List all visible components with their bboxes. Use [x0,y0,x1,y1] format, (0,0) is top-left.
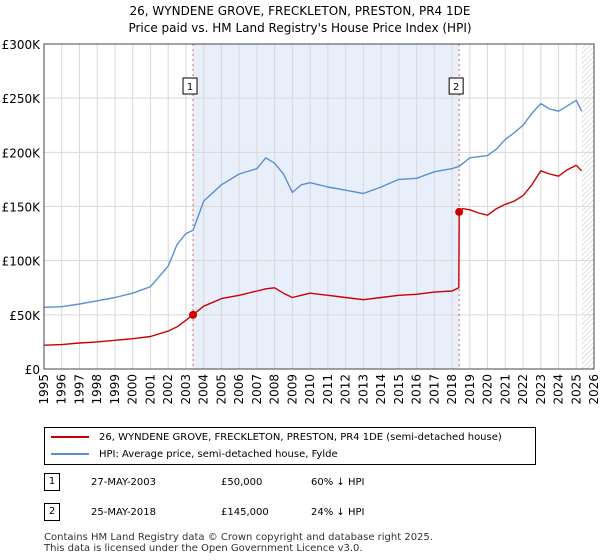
x-tick-label: 2013 [356,374,370,405]
y-tick-label: £0 [25,363,40,377]
x-tick-label: 2019 [463,374,477,405]
footer-copyright: Contains HM Land Registry data © Crown c… [44,532,433,543]
x-tick-label: 1998 [90,374,104,405]
sale-marker-box [182,77,198,95]
x-tick-label: 2012 [339,374,353,405]
legend-label-hpi: HPI: Average price, semi-detached house,… [99,449,338,460]
x-tick-label: 2017 [427,374,441,405]
x-tick-label: 1995 [37,374,51,405]
x-tick-label: 2007 [250,374,264,405]
y-tick-label: £100K [2,255,42,269]
x-tick-label: 2002 [161,374,175,405]
x-tick-label: 2018 [445,374,459,405]
x-tick-label: 2010 [303,374,317,405]
legend: 26, WYNDENE GROVE, FRECKLETON, PRESTON, … [44,427,536,465]
transaction-date: 27-MAY-2003 [91,477,157,488]
transaction-number-badge: 2 [44,503,60,521]
x-tick-label: 2003 [179,374,193,405]
x-tick-label: 2004 [197,374,211,405]
x-tick-label: 2009 [285,374,299,405]
sale-marker-label: 2 [453,82,459,93]
x-tick-label: 1997 [72,374,86,405]
legend-label-property: 26, WYNDENE GROVE, FRECKLETON, PRESTON, … [99,432,502,443]
x-tick-label: 2026 [587,374,600,405]
sale-point [189,310,198,319]
hpi-line [43,99,583,308]
x-tick-label: 2022 [516,374,530,405]
chart-title: 26, WYNDENE GROVE, FRECKLETON, PRESTON, … [129,4,471,18]
property-price-line [43,164,583,346]
y-tick-label: £250K [2,92,42,106]
x-tick-label: 1999 [108,374,122,405]
transaction-row: 1 27-MAY-2003 £50,000 60% ↓ HPI [40,473,560,493]
sale-point [455,207,464,216]
x-tick-label: 2024 [552,374,566,405]
plot-frame [43,43,595,370]
x-tick-label: 2006 [232,374,246,405]
y-tick-label: £50K [9,309,41,323]
legend-swatch-hpi [51,453,89,455]
transaction-hpi-diff: 24% ↓ HPI [311,507,365,518]
transaction-hpi-diff: 60% ↓ HPI [311,477,365,488]
legend-item-hpi: HPI: Average price, semi-detached house,… [51,447,338,463]
chart-subtitle: Price paid vs. HM Land Registry's House … [128,21,472,35]
x-tick-label: 2021 [498,374,512,405]
x-tick-label: 2001 [143,374,157,405]
x-tick-label: 2025 [569,374,583,405]
y-tick-label: £150K [2,201,42,215]
sale-marker-box [448,77,464,95]
x-tick-label: 2023 [534,374,548,405]
y-tick-label: £200K [2,146,42,160]
x-tick-label: 1996 [55,374,69,405]
x-tick-label: 2008 [268,374,282,405]
transaction-price: £50,000 [221,477,263,488]
x-tick-label: 2011 [321,374,335,405]
x-tick-label: 2016 [410,374,424,405]
sale-marker-label: 1 [187,82,193,93]
x-tick-label: 2000 [126,374,140,405]
transaction-row: 2 25-MAY-2018 £145,000 24% ↓ HPI [40,503,560,523]
transaction-date: 25-MAY-2018 [91,507,157,518]
footer-licence: This data is licensed under the Open Gov… [44,543,363,554]
legend-swatch-property [51,436,89,438]
transaction-price: £145,000 [221,507,269,518]
x-tick-label: 2014 [374,374,388,405]
legend-item-property: 26, WYNDENE GROVE, FRECKLETON, PRESTON, … [51,430,502,446]
y-tick-label: £300K [2,38,42,52]
transaction-number-badge: 1 [44,473,60,491]
x-tick-label: 2005 [214,374,228,405]
x-tick-label: 2020 [481,374,495,405]
x-tick-label: 2015 [392,374,406,405]
